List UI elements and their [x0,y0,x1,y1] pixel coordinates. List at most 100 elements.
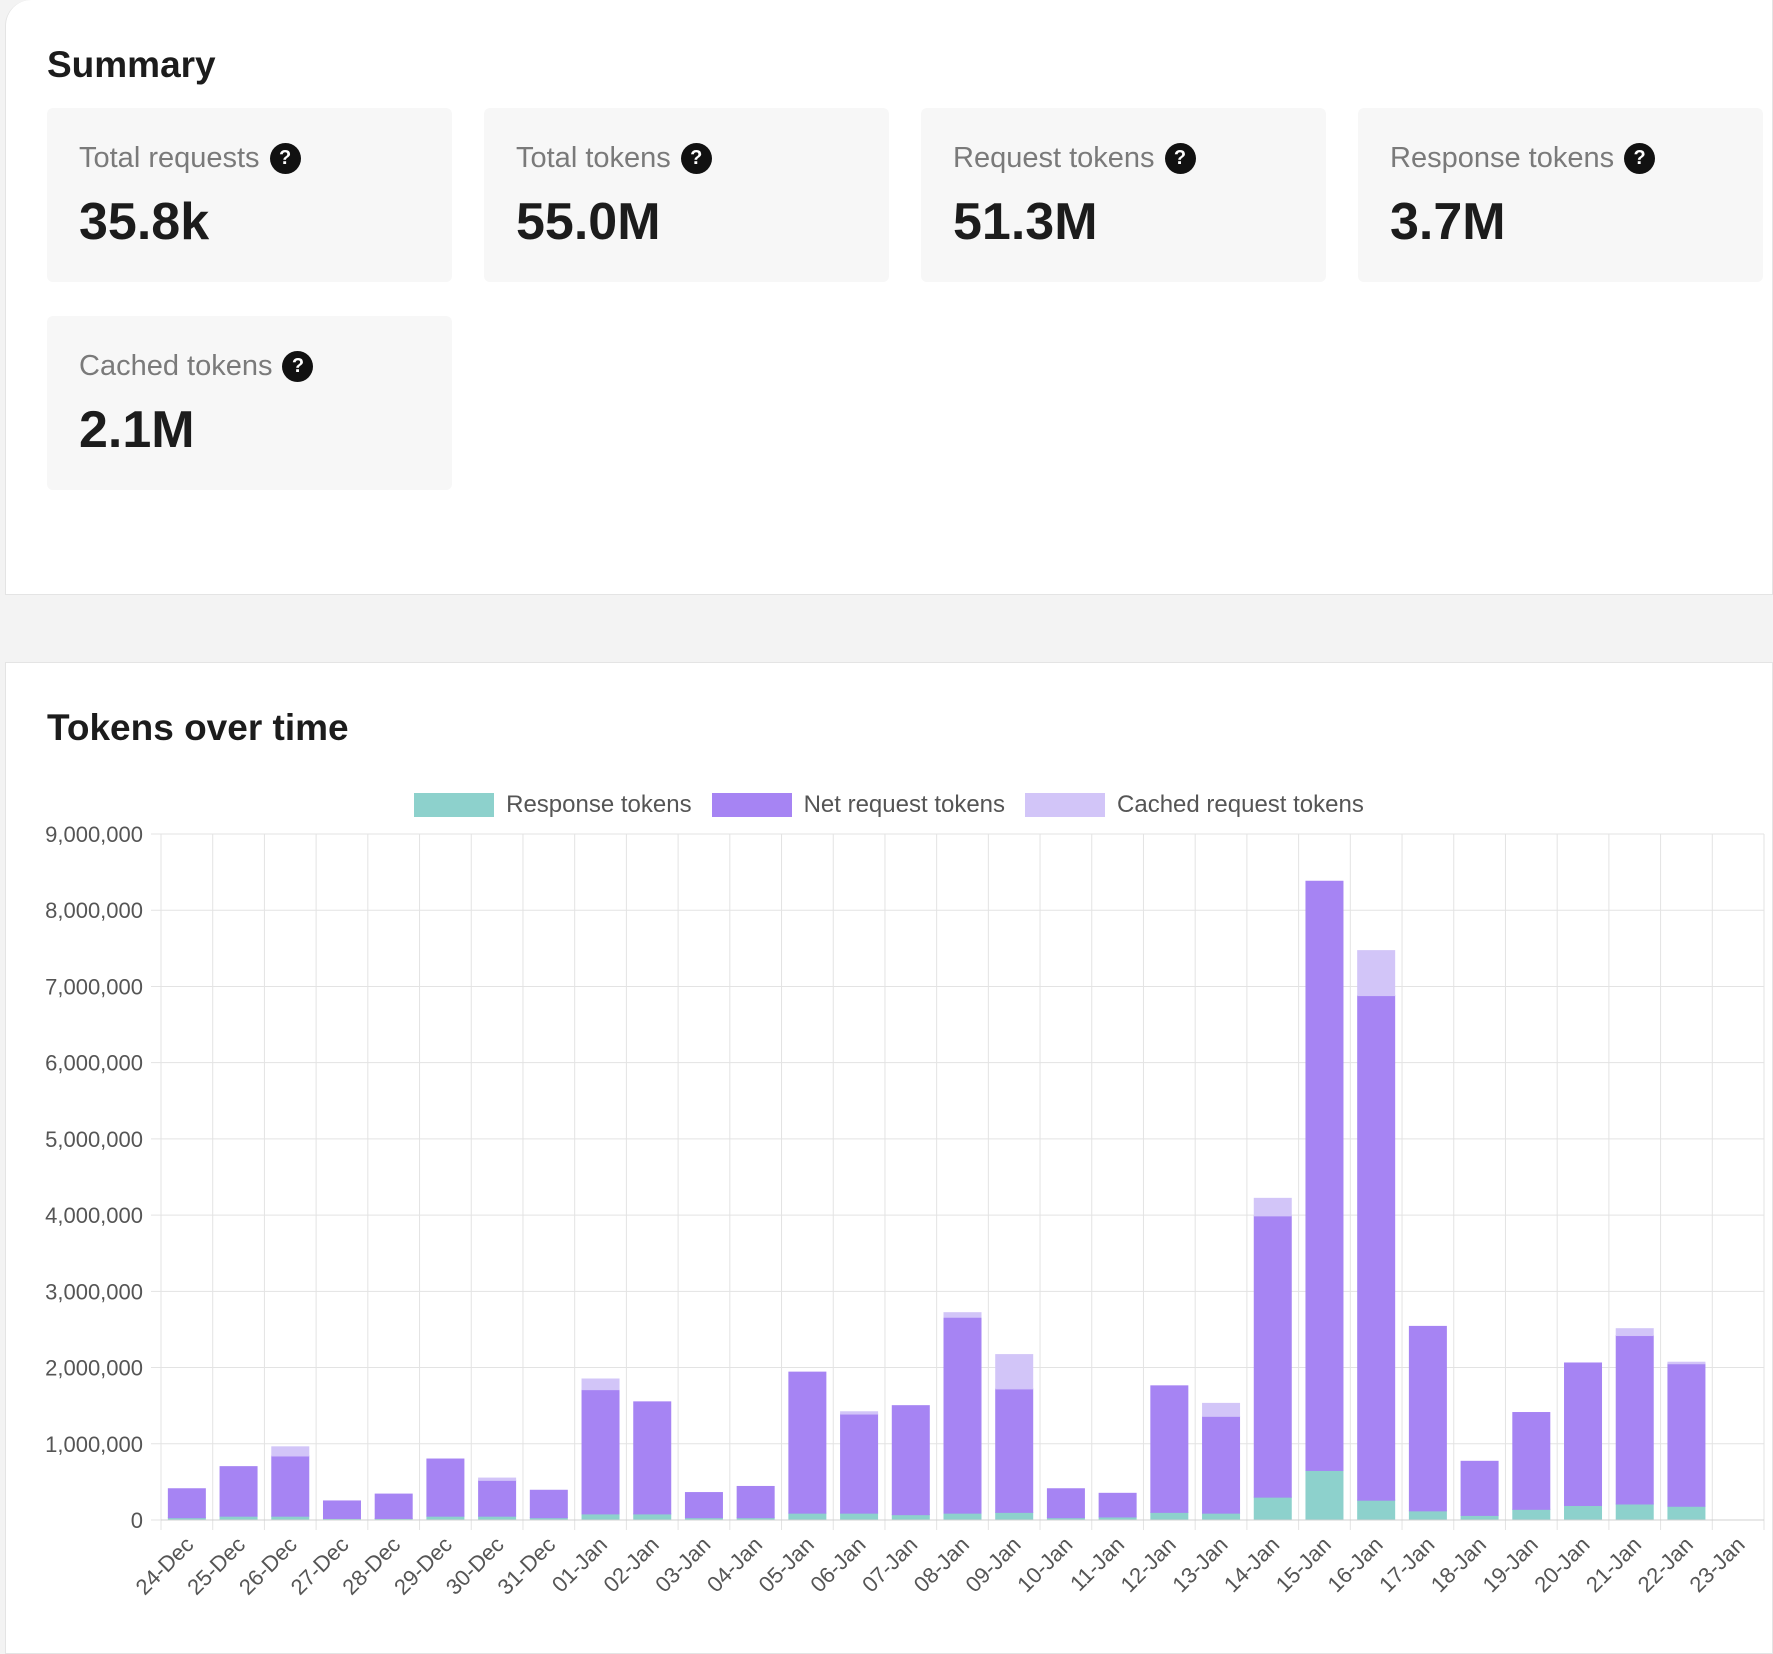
bar-segment-net-request[interactable] [943,1316,982,1514]
y-tick-label: 9,000,000 [45,822,143,847]
bar-segment-net-request[interactable] [1460,1460,1499,1516]
bar-segment-response[interactable] [478,1515,517,1521]
legend-label: Cached request tokens [1117,791,1364,818]
question-circle-icon[interactable]: ? [680,143,712,174]
bar-segment-response[interactable] [1305,1469,1344,1521]
legend-item-net-request[interactable]: Net request tokens [711,791,1005,819]
bar-segment-net-request[interactable] [1150,1385,1189,1513]
question-circle-icon[interactable]: ? [269,143,301,174]
bar-segment-response[interactable] [271,1515,310,1521]
bar-segment-net-request[interactable] [271,1455,310,1517]
bar-segment-cached-request[interactable] [1357,950,1396,997]
x-tick-label: 24-Dec [131,1532,199,1600]
bar-segment-response[interactable] [1150,1511,1189,1521]
question-circle-icon[interactable]: ? [1164,143,1196,174]
card-label-row: Cached tokens ? [79,350,314,383]
bar-segment-response[interactable] [1357,1499,1396,1521]
x-tick-label: 20-Jan [1529,1532,1594,1597]
summary-panel: Summary Total requests ? 35.8k Total tok… [5,0,1773,595]
bar-segment-net-request[interactable] [1098,1492,1137,1518]
y-tick-label: 3,000,000 [45,1279,143,1304]
bar-segment-net-request[interactable] [633,1401,672,1515]
x-tick-label: 16-Jan [1322,1532,1387,1597]
bar-segment-net-request[interactable] [1357,995,1396,1501]
bar-segment-response[interactable] [788,1512,827,1521]
bar-segment-response[interactable] [840,1512,879,1521]
bar-segment-cached-request[interactable] [1202,1402,1241,1417]
bar-segment-net-request[interactable] [788,1371,827,1514]
chart-panel: Tokens over time Response tokens Net req… [5,662,1773,1654]
x-tick-label: 31-Dec [493,1532,561,1600]
bar-segment-response[interactable] [633,1513,672,1521]
y-tick-label: 8,000,000 [45,898,143,923]
bar-segment-net-request[interactable] [478,1479,517,1517]
card-label-row: Total tokens ? [516,142,712,175]
y-tick-label: 2,000,000 [45,1356,143,1381]
bar-segment-response[interactable] [1615,1503,1654,1521]
legend-item-cached-request[interactable]: Cached request tokens [1025,791,1364,819]
bar-segment-response[interactable] [1564,1505,1603,1521]
bar-segment-cached-request[interactable] [840,1411,879,1415]
bar-segment-response[interactable] [1202,1512,1241,1521]
bar-segment-cached-request[interactable] [581,1378,620,1391]
x-tick-label: 05-Jan [754,1532,819,1597]
card-value: 55.0M [516,193,661,251]
bar-segment-net-request[interactable] [736,1485,775,1519]
x-tick-label: 26-Dec [234,1532,302,1600]
card-label: Total requests [79,142,260,174]
bar-segment-net-request[interactable] [1253,1215,1292,1498]
bar-segment-net-request[interactable] [322,1500,361,1519]
bar-segment-net-request[interactable] [1615,1335,1654,1505]
bar-segment-net-request[interactable] [219,1466,258,1517]
bar-segment-net-request[interactable] [1564,1362,1603,1507]
bar-segment-response[interactable] [581,1513,620,1521]
bar-segment-net-request[interactable] [1512,1412,1551,1510]
bar-segment-net-request[interactable] [581,1389,620,1515]
bar-segment-net-request[interactable] [891,1405,930,1516]
bar-segment-cached-request[interactable] [995,1354,1034,1390]
bar-segment-net-request[interactable] [1408,1325,1447,1512]
bar-segment-cached-request[interactable] [943,1312,982,1318]
bar-segment-net-request[interactable] [167,1488,206,1519]
bar-segment-response[interactable] [1667,1505,1706,1521]
x-tick-label: 28-Dec [337,1532,405,1600]
bar-segment-net-request[interactable] [1667,1363,1706,1507]
bar-segment-net-request[interactable] [1202,1415,1241,1514]
bar-segment-response[interactable] [1408,1510,1447,1521]
legend-swatch [414,793,495,817]
legend-item-response[interactable]: Response tokens [414,791,692,819]
card-label: Cached tokens [79,350,273,382]
bar-segment-cached-request[interactable] [1253,1197,1292,1217]
bar-segment-net-request[interactable] [426,1458,465,1517]
question-circle-icon[interactable]: ? [282,351,314,382]
bar-segment-cached-request[interactable] [478,1477,517,1481]
bar-segment-response[interactable] [1460,1514,1499,1521]
bar-segment-net-request[interactable] [995,1388,1034,1513]
x-tick-label: 06-Jan [805,1532,870,1597]
bar-segment-response[interactable] [219,1515,258,1521]
bar-segment-cached-request[interactable] [1615,1328,1654,1337]
bar-segment-cached-request[interactable] [271,1446,310,1457]
tokens-chart: 0 1,000,000 2,000,000 3,000,000 4,000,000 5,0… [45,822,1765,1600]
bar-segment-cached-request[interactable] [1667,1361,1706,1365]
bar-segment-response[interactable] [891,1514,930,1521]
bar-segment-net-request[interactable] [840,1413,879,1514]
bar-segment-response[interactable] [426,1515,465,1521]
bar-segment-net-request[interactable] [1305,880,1344,1471]
bar-segment-net-request[interactable] [374,1493,413,1519]
x-tick-label: 25-Dec [182,1532,250,1600]
bar-segment-response[interactable] [1253,1496,1292,1521]
card-total-tokens: Total tokens ? 55.0M [484,108,889,282]
x-tick-label: 07-Jan [857,1532,922,1597]
bar-segment-response[interactable] [995,1511,1034,1521]
bar-segment-response[interactable] [943,1512,982,1521]
bar-segment-net-request[interactable] [529,1489,568,1519]
bar-segment-net-request[interactable] [1046,1488,1085,1519]
x-tick-label: 27-Dec [286,1532,354,1600]
x-tick-label: 10-Jan [1012,1532,1077,1597]
bar-segment-response[interactable] [1512,1508,1551,1521]
y-tick-label: 6,000,000 [45,1051,143,1076]
bar-segment-net-request[interactable] [684,1492,723,1519]
question-circle-icon[interactable]: ? [1624,143,1656,174]
x-tick-label: 14-Jan [1219,1532,1284,1597]
